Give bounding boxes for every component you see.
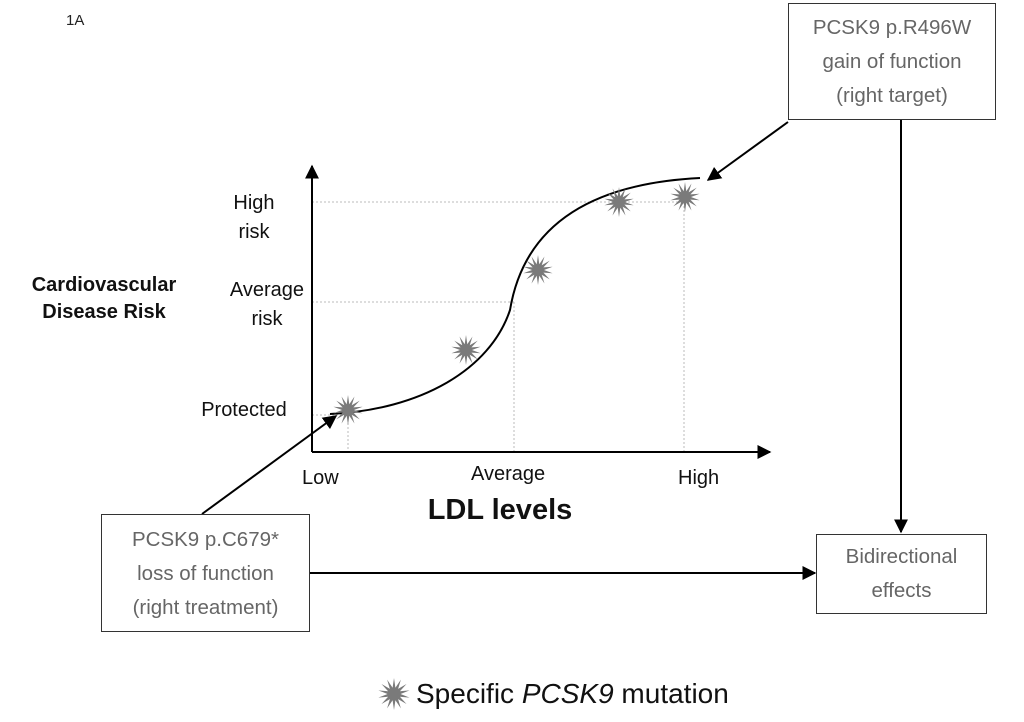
mutation-star-marker xyxy=(523,255,553,285)
y-tick-high-line-2: risk xyxy=(238,221,270,243)
mutation-star-marker xyxy=(604,187,634,217)
y-axis-title-line-2: Disease Risk xyxy=(42,301,166,323)
y-axis-title: Cardiovascular Disease Risk xyxy=(4,272,204,326)
mutation-star-marker xyxy=(451,335,481,365)
gain-box-line-2: gain of function xyxy=(822,50,962,73)
x-axis-title: LDL levels xyxy=(427,494,573,526)
legend-suffix: mutation xyxy=(613,678,729,709)
guide-lines xyxy=(312,201,685,452)
mutation-star-marker xyxy=(670,182,700,212)
x-tick-low: Low xyxy=(302,467,339,489)
y-tick-average-risk: Average risk xyxy=(214,276,320,334)
loss-box-line-1: PCSK9 p.C679* xyxy=(131,528,279,551)
arrow-loss-to-curve xyxy=(201,415,338,515)
gain-box-line-1: PCSK9 p.R496W xyxy=(812,16,972,39)
loss-box-line-3: (right treatment) xyxy=(132,596,279,619)
mutation-markers xyxy=(333,182,700,425)
legend: Specific PCSK9 mutation xyxy=(376,674,729,714)
arrow-gain-to-curve xyxy=(706,121,789,181)
bidirectional-box-line-2: effects xyxy=(871,579,932,602)
x-tick-high: High xyxy=(678,467,720,489)
panel-label: 1A xyxy=(66,12,85,29)
loss-of-function-box: PCSK9 p.C679* loss of function (right tr… xyxy=(101,514,310,632)
y-tick-high-line-1: High xyxy=(233,192,275,214)
y-tick-protected: Protected xyxy=(201,399,287,421)
loss-box-line-2: loss of function xyxy=(137,562,274,585)
risk-curve xyxy=(329,177,701,415)
y-axis-title-line-1: Cardiovascular xyxy=(31,274,177,296)
bidirectional-box-line-1: Bidirectional xyxy=(845,545,958,568)
y-tick-high-risk: High risk xyxy=(214,189,294,247)
y-tick-average-line-1: Average xyxy=(229,279,305,301)
gain-of-function-box: PCSK9 p.R496W gain of function (right ta… xyxy=(788,3,996,120)
mutation-star-marker xyxy=(333,395,363,425)
mutation-star-icon xyxy=(378,678,410,710)
legend-gene: PCSK9 xyxy=(521,678,614,709)
legend-prefix: Specific xyxy=(416,678,522,709)
bidirectional-effects-box: Bidirectional effects xyxy=(816,534,987,614)
y-tick-average-line-2: risk xyxy=(251,308,283,330)
x-tick-average: Average xyxy=(471,463,546,485)
gain-box-line-3: (right target) xyxy=(836,84,948,107)
